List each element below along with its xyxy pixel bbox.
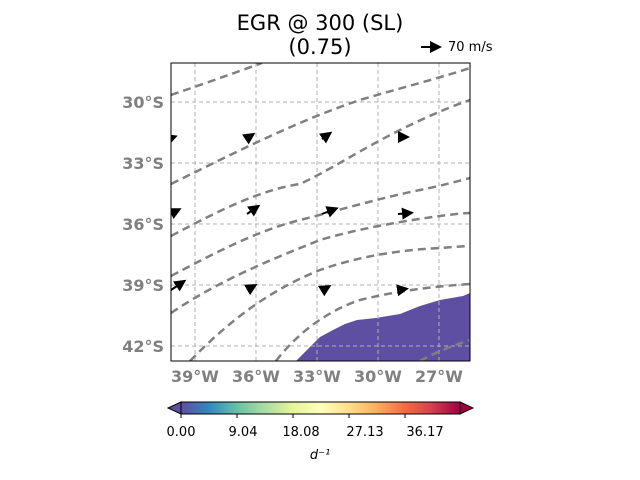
contour-4 (171, 176, 470, 278)
colorbar-tick-label: 0.00 (167, 425, 196, 440)
wind-arrow (397, 207, 414, 220)
lon-tick-label: 27°W (415, 367, 463, 386)
colorbar-extend-right (459, 401, 475, 415)
wind-arrow (319, 131, 333, 144)
colorbar-tick-label: 9.04 (229, 425, 258, 440)
colorbar-gradient (181, 402, 460, 414)
colorbar-tick-label: 27.13 (346, 425, 383, 440)
contour-8 (419, 338, 470, 361)
contour-2 (171, 66, 470, 186)
colorbar: 0.00 9.04 18.08 27.13 36.17 d⁻¹ (166, 401, 475, 463)
contour-lines (171, 63, 470, 361)
lon-tick-labels: 39°W 36°W 33°W 30°W 27°W (171, 367, 463, 386)
colorbar-tick-label: 36.17 (406, 425, 443, 440)
lat-tick-label: 36°S (122, 215, 164, 234)
lat-tick-label: 39°S (122, 276, 164, 295)
contour-3 (171, 98, 470, 238)
wind-arrow (244, 284, 258, 296)
lat-tick-label: 42°S (122, 337, 164, 356)
filled-region (296, 293, 470, 361)
contour-6 (189, 244, 470, 361)
colorbar-extend-left (166, 401, 182, 415)
reference-arrow-label: 70 m/s (448, 40, 493, 55)
wind-arrow (171, 279, 187, 292)
contour-7 (275, 282, 470, 361)
map-frame (170, 62, 471, 362)
map-subtitle: (0.75) (288, 35, 352, 59)
contour-5 (171, 211, 470, 315)
lat-tick-label: 33°S (122, 154, 164, 173)
lon-tick-label: 33°W (293, 367, 341, 386)
wind-arrow (321, 206, 339, 218)
lon-tick-label: 30°W (354, 367, 402, 386)
wind-arrow (242, 132, 256, 145)
wind-arrow (171, 134, 178, 146)
lat-tick-labels: 30°S 33°S 36°S 39°S 42°S (122, 93, 164, 356)
colorbar-tick-label: 18.08 (282, 425, 319, 440)
map-panel (171, 63, 470, 361)
lat-tick-label: 30°S (122, 93, 164, 112)
lon-tick-label: 39°W (171, 367, 219, 386)
contour-1 (171, 63, 263, 97)
colorbar-label: d⁻¹ (310, 448, 330, 463)
wind-arrow (246, 204, 261, 217)
wind-arrow (396, 284, 409, 297)
wind-arrow (318, 284, 332, 297)
map-title: EGR @ 300 (SL) (236, 11, 404, 35)
lon-tick-label: 36°W (232, 367, 280, 386)
wind-vectors (171, 131, 414, 297)
